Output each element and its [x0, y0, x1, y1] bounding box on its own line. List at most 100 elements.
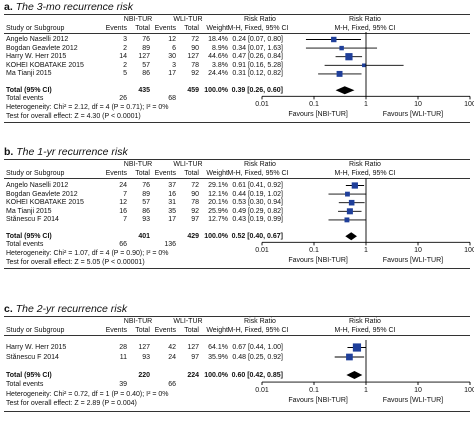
total2-cell: 92 [191, 70, 199, 78]
events1-cell: 2 [123, 44, 127, 52]
total2-cell: 72 [191, 36, 199, 43]
panel-bottom-rule [4, 410, 470, 412]
events1-header: Events [105, 25, 127, 32]
header-bottom-rule [4, 178, 470, 179]
risk-ratio-ci-cell: 0.34 [0.07, 1.63] [232, 44, 283, 52]
study-header: Study or Subgroup [6, 25, 65, 32]
weight-cell: 24.4% [208, 70, 228, 78]
study-name: KOHEI KOBATAKE 2015 [6, 61, 84, 69]
total-events2: 66 [168, 381, 176, 389]
total2-sum: 459 [187, 86, 199, 94]
group1-header: NBI-TUR [123, 16, 153, 23]
total-events-label: Total events [6, 95, 44, 103]
heterogeneity-text: Heterogeneity: Chi² = 2.12, df = 4 (P = … [6, 103, 169, 111]
total-ci: 0.52 [0.40, 0.67] [231, 232, 283, 240]
risk-ratio-ci-cell: 0.49 [0.29, 0.82] [232, 207, 283, 215]
study-marker [352, 343, 362, 352]
total1-cell: 89 [142, 44, 150, 52]
heterogeneity-text: Heterogeneity: Chi² = 0.72, df = 1 (P = … [6, 390, 169, 398]
study-marker [339, 45, 344, 51]
events2-cell: 24 [168, 353, 176, 361]
risk-ratio-ci-cell: 0.31 [0.12, 0.82] [232, 70, 283, 78]
total2-cell: 97 [191, 353, 199, 361]
total2-cell: 97 [191, 216, 199, 224]
risk-ratio-ci-cell: 0.48 [0.25, 0.92] [232, 353, 283, 361]
total-events-label: Total events [6, 241, 44, 249]
study-name: Harry W. Herr 2015 [6, 344, 67, 351]
total2-cell: 78 [191, 61, 199, 69]
x-tick-label: 1 [364, 247, 368, 255]
rr-header: Risk Ratio [244, 161, 276, 168]
x-tick-label: 10 [414, 101, 422, 109]
study-name: Stănescu F 2014 [6, 216, 59, 224]
group1-header: NBI-TUR [123, 318, 153, 325]
study-name: Stănescu F 2014 [6, 353, 59, 361]
x-tick-label: 1 [364, 387, 368, 395]
risk-ratio-ci-cell: 0.91 [0.16, 5.28] [232, 61, 283, 69]
x-tick-label: 0.1 [309, 387, 319, 395]
header-top-rule [4, 14, 470, 15]
header-top-rule [4, 159, 470, 160]
weight-cell: 29.1% [208, 182, 228, 189]
total2-cell: 92 [191, 207, 199, 215]
x-tick-label: 10 [414, 387, 422, 395]
study-marker [345, 191, 350, 197]
risk-ratio-ci-cell: 0.44 [0.19, 1.02] [232, 190, 283, 198]
favours-right-label: Favours [WLI-TUR] [382, 257, 444, 265]
weight-header: Weight [206, 170, 228, 177]
study-marker [362, 63, 366, 68]
study-name: KOHEI KOBATAKE 2015 [6, 199, 84, 207]
study-name: Ma Tianji 2015 [6, 207, 52, 215]
weight-cell: 64.1% [208, 344, 228, 351]
plot-sub-header: M-H, Fixed, 95% CI [334, 25, 396, 32]
events1-cell: 5 [123, 70, 127, 78]
study-marker [344, 217, 350, 223]
events1-cell: 24 [119, 182, 127, 189]
study-name: Bogdan Geavlete 2012 [6, 190, 78, 198]
favours-left-label: Favours [NBI-TUR] [288, 111, 348, 119]
overall-effect-text: Test for overall effect: Z = 4.30 (P < 0… [6, 112, 141, 120]
total1-cell: 127 [138, 344, 150, 351]
panel-title-text: The 2-yr recurrence risk [15, 303, 128, 315]
weight-header: Weight [206, 327, 228, 334]
total1-cell: 93 [142, 353, 150, 361]
panel-title: b. The 1-yr recurrence risk [4, 147, 128, 158]
events1-cell: 7 [123, 190, 127, 198]
weight-cell: 35.9% [208, 353, 228, 361]
events2-header: Events [154, 170, 176, 177]
events1-header: Events [105, 327, 127, 334]
total1-cell: 57 [142, 199, 150, 207]
study-name: Harry W. Herr 2015 [6, 53, 67, 61]
x-tick-label: 100 [464, 101, 474, 109]
events1-cell: 2 [123, 61, 127, 69]
weight-header: Weight [206, 25, 228, 32]
total1-cell: 86 [142, 207, 150, 215]
favours-right-label: Favours [WLI-TUR] [382, 397, 444, 405]
total-weight: 100.0% [204, 86, 228, 94]
study-name: Ma Tianji 2015 [6, 70, 52, 78]
total2-cell: 90 [191, 190, 199, 198]
total1-cell: 93 [142, 216, 150, 224]
header-bottom-rule [4, 335, 470, 336]
x-tick-label: 100 [464, 247, 474, 255]
rr-sub-header: M-H, Fixed, 95% CI [227, 327, 289, 334]
events2-cell: 3 [172, 61, 176, 69]
total1-cell: 76 [142, 182, 150, 189]
rr-header: Risk Ratio [244, 16, 276, 23]
total2-sum: 429 [187, 232, 199, 240]
header-bottom-rule [4, 33, 470, 34]
total-label: Total (95% CI) [6, 371, 52, 379]
events2-header: Events [154, 327, 176, 334]
x-tick-label: 0.01 [255, 387, 269, 395]
events1-cell: 3 [123, 36, 127, 43]
header-top-rule [4, 316, 470, 317]
events2-cell: 16 [168, 190, 176, 198]
total-events2: 136 [164, 241, 176, 249]
pooled-diamond [335, 86, 355, 95]
risk-ratio-ci-cell: 0.24 [0.07, 0.80] [232, 36, 283, 43]
total2-header: Total [184, 25, 199, 32]
study-name: Angelo Naselli 2012 [6, 182, 69, 189]
total1-sum: 220 [138, 371, 150, 379]
total-label: Total (95% CI) [6, 86, 52, 94]
